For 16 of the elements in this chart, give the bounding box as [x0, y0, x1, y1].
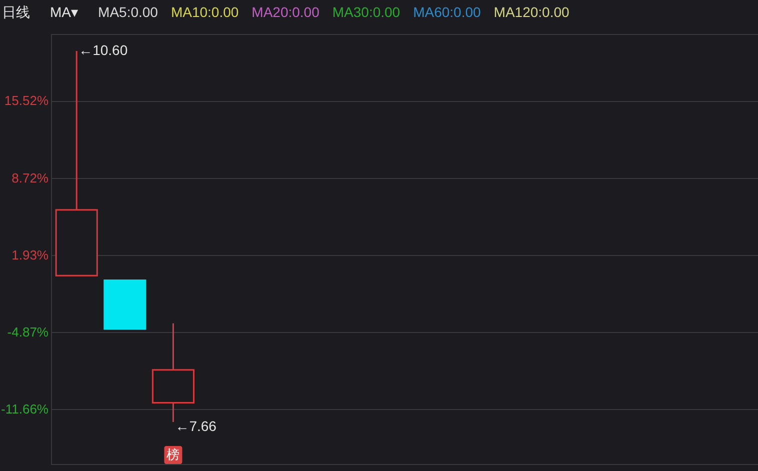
y-tick-label: 8.72%: [12, 170, 49, 186]
legend-label: MA20:0.00: [252, 4, 320, 20]
chart-title: 日线: [2, 4, 30, 20]
annotation: ←7.66: [175, 418, 217, 434]
annotation: 榜: [166, 447, 180, 462]
y-tick-label: -11.66%: [1, 402, 49, 417]
y-tick-label: 1.93%: [12, 247, 49, 262]
legend-label: MA120:0.00: [494, 4, 570, 20]
legend-label: MA30:0.00: [332, 4, 400, 20]
legend-label: MA60:0.00: [413, 4, 482, 20]
legend-label: MA10:0.00: [170, 4, 239, 20]
legend-title: MA▾: [50, 4, 78, 20]
y-tick-label: -4.87%: [7, 324, 49, 340]
y-tick-label: 15.52%: [4, 93, 49, 108]
legend-label: MA5:0.00: [98, 4, 158, 20]
annotation: ←10.60: [78, 42, 128, 58]
